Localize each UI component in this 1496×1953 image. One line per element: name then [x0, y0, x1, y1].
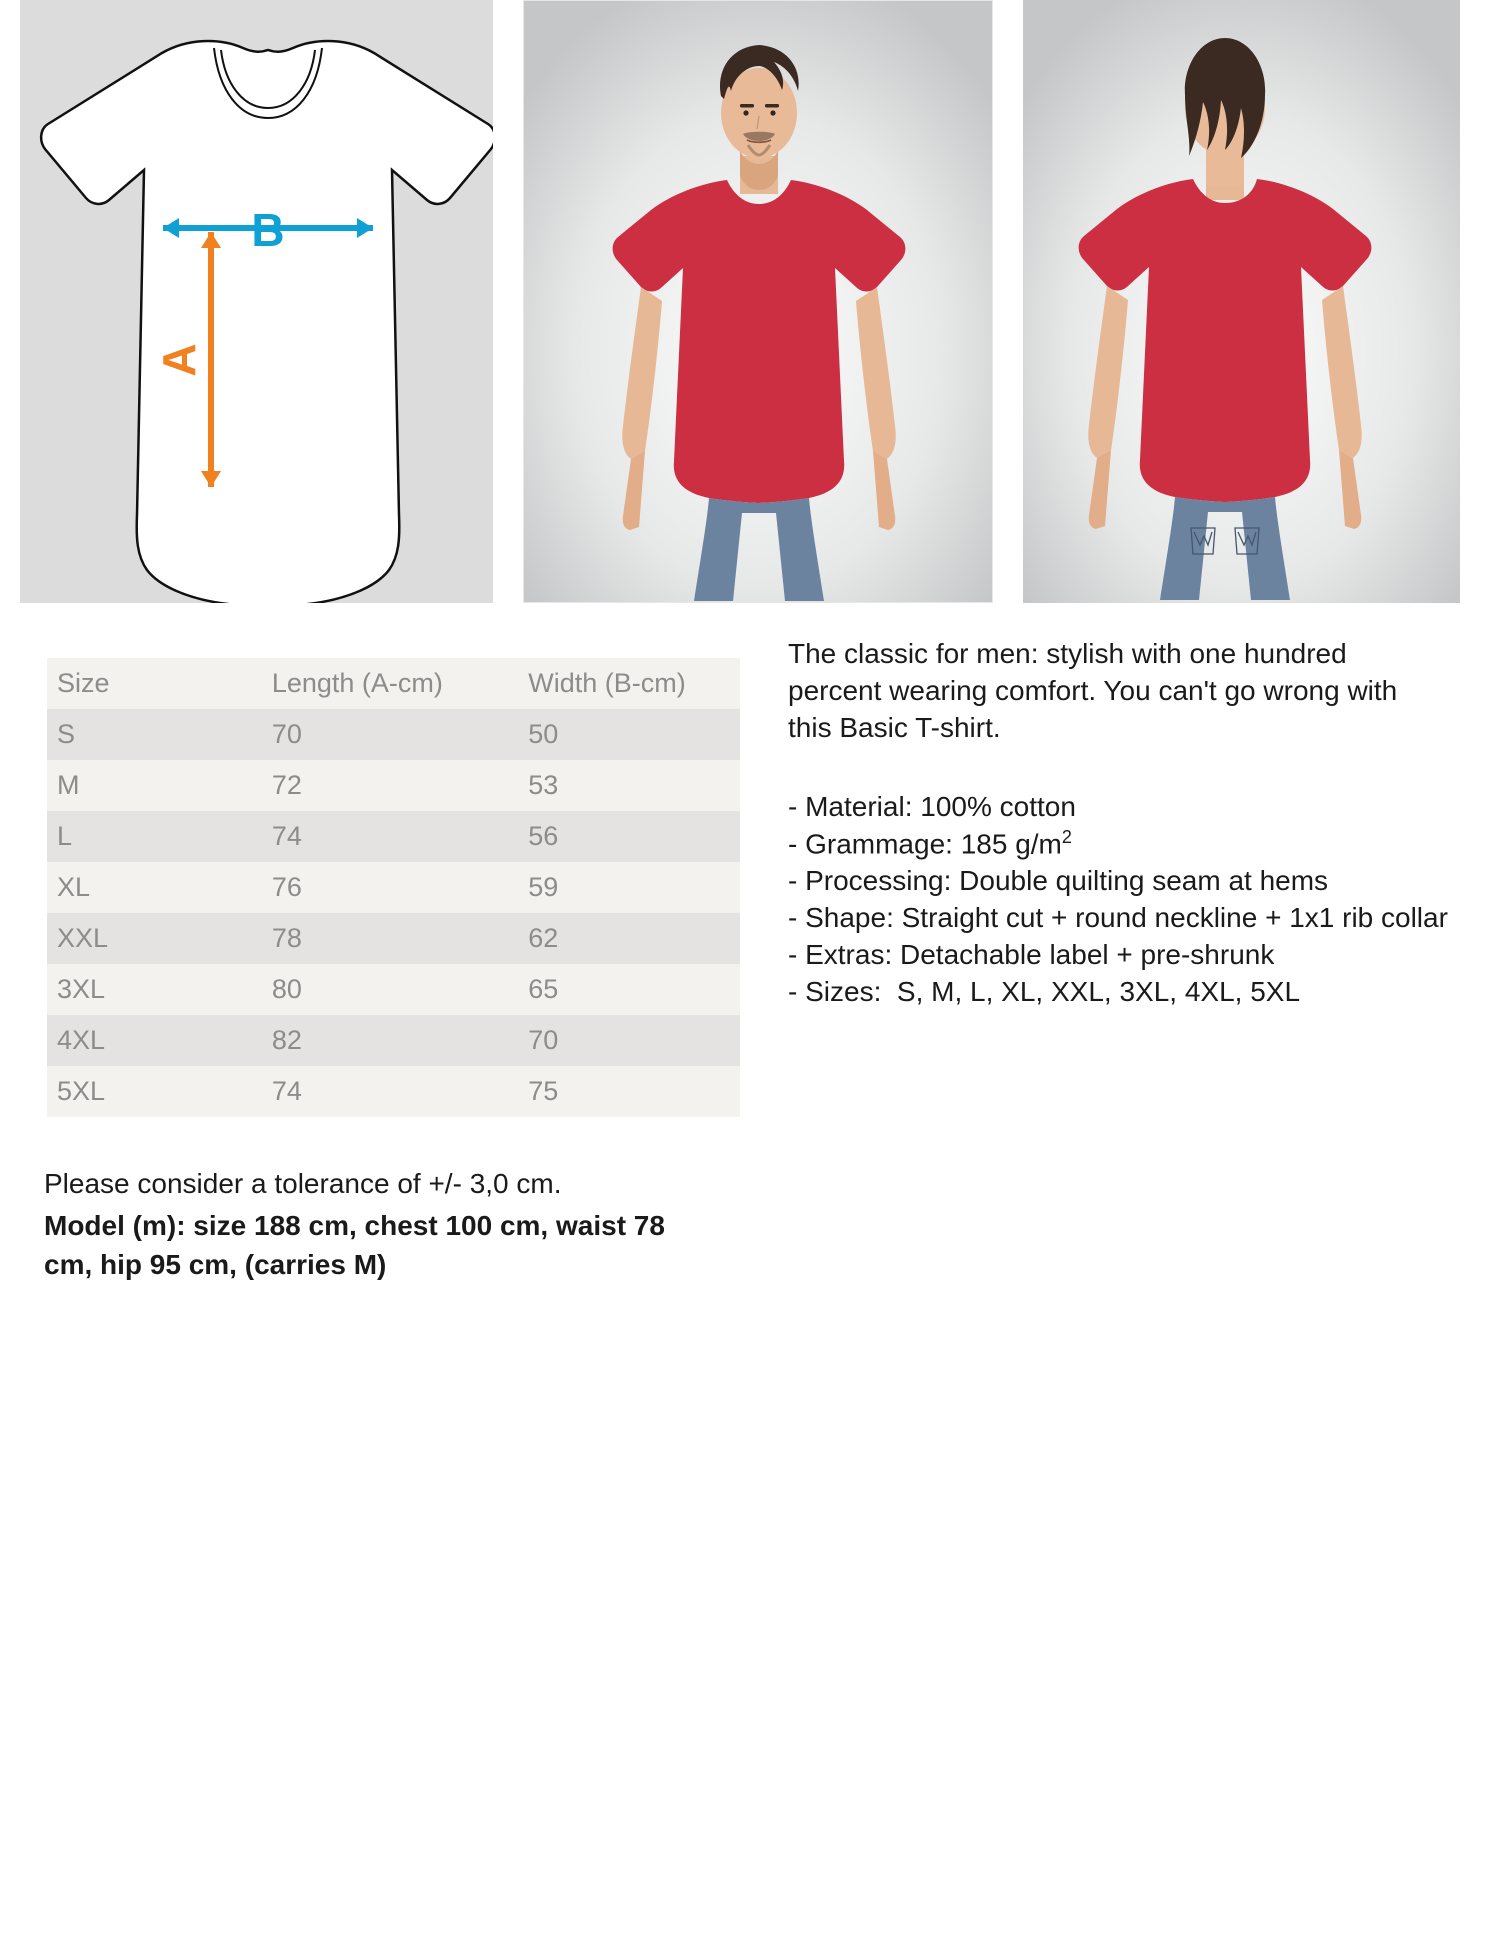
- svg-text:A: A: [153, 343, 205, 376]
- svg-text:B: B: [251, 204, 284, 256]
